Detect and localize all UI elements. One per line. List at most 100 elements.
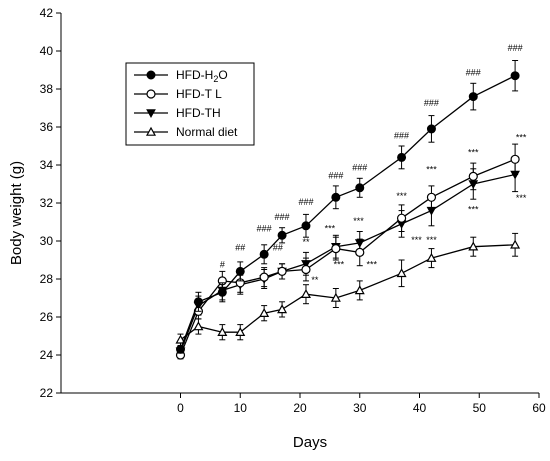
x-axis-title: Days <box>293 434 327 451</box>
data-point <box>426 124 436 134</box>
data-point <box>175 334 186 344</box>
data-point <box>510 154 520 164</box>
significance-annotations: ################################********… <box>220 43 527 285</box>
y-axis-ticks: 22 24 26 28 30 32 34 36 38 40 42 <box>40 6 61 400</box>
data-point <box>468 92 478 102</box>
data-point <box>259 249 269 259</box>
significance-marker: *** <box>396 191 407 201</box>
legend-marker <box>146 109 156 119</box>
y-tick-label: 36 <box>40 120 54 134</box>
x-tick-label: 50 <box>473 401 487 415</box>
significance-marker: *** <box>516 193 527 203</box>
significance-marker: ## <box>273 243 283 253</box>
legend-item: Normal diet <box>134 125 238 139</box>
data-point <box>396 213 407 223</box>
data-point <box>277 266 287 276</box>
data-point <box>277 230 287 240</box>
series-normal-diet <box>175 232 521 346</box>
significance-marker: *** <box>411 235 422 245</box>
y-axis-title: Body weight (g) <box>8 161 25 265</box>
data-point <box>354 285 365 295</box>
x-tick-label: 40 <box>413 401 427 415</box>
legend-label: HFD-T L <box>176 87 222 101</box>
data-point <box>235 266 245 276</box>
data-point <box>331 192 341 202</box>
significance-marker: *** <box>426 165 437 175</box>
significance-marker: *** <box>334 260 345 270</box>
data-point <box>277 304 288 314</box>
legend-label-main: HFD-T L <box>176 87 222 101</box>
significance-marker: *** <box>468 148 479 158</box>
data-point <box>259 272 269 282</box>
significance-marker: *** <box>325 224 336 234</box>
data-point <box>176 344 185 354</box>
significance-marker: ### <box>508 43 523 53</box>
series-line <box>179 173 516 352</box>
significance-marker: *** <box>353 216 364 226</box>
x-tick-label: 60 <box>532 401 546 415</box>
x-tick-label: 30 <box>353 401 367 415</box>
significance-marker: ### <box>352 163 367 173</box>
y-tick-label: 26 <box>40 310 54 324</box>
x-tick-label: 0 <box>177 401 184 415</box>
legend-label-subscript: 2 <box>213 74 218 84</box>
y-tick-label: 42 <box>40 6 54 20</box>
legend-marker <box>146 89 156 99</box>
data-point <box>217 326 228 336</box>
x-tick-label: 20 <box>293 401 307 415</box>
data-point <box>235 326 246 336</box>
significance-marker: *** <box>516 132 527 142</box>
significance-marker: # <box>220 260 225 270</box>
legend-label: HFD-TH <box>176 106 221 120</box>
legend-marker <box>146 70 156 80</box>
data-point <box>259 307 270 317</box>
legend-label-main: HFD-H <box>176 68 213 82</box>
series-hfd-t-l <box>175 143 520 360</box>
significance-marker: ## <box>235 243 245 253</box>
legend-label-main: HFD-TH <box>176 106 221 120</box>
x-tick-label: 10 <box>234 401 248 415</box>
data-point <box>330 292 341 302</box>
significance-marker: ### <box>424 98 439 108</box>
legend-label: HFD-H2O <box>176 68 228 84</box>
significance-marker: ** <box>302 237 310 247</box>
significance-marker: ** <box>311 275 319 285</box>
data-point <box>193 321 204 331</box>
legend-label-end: O <box>218 68 227 82</box>
data-point <box>355 183 365 193</box>
data-point <box>217 287 227 297</box>
y-tick-label: 22 <box>40 386 54 400</box>
y-tick-label: 24 <box>40 348 54 362</box>
series-hfd-th <box>175 156 520 357</box>
data-point <box>301 264 311 275</box>
data-point <box>301 221 311 231</box>
significance-marker: ### <box>394 130 409 140</box>
data-point <box>300 288 311 298</box>
significance-marker: ### <box>466 68 481 78</box>
significance-marker: ### <box>298 197 313 207</box>
legend-item: HFD-TH <box>134 106 221 120</box>
data-point <box>396 268 407 278</box>
data-point <box>397 152 407 162</box>
y-tick-label: 40 <box>40 44 54 58</box>
axes: 0 10 20 30 40 50 60 22 24 26 28 30 32 34 36 38 40 42 <box>40 6 546 415</box>
legend: HFD-H2O HFD-T L HFD-TH Normal diet <box>125 62 255 146</box>
legend-item: HFD-T L <box>134 87 222 101</box>
series-hfd-h2o <box>176 60 520 354</box>
y-tick-label: 38 <box>40 82 54 96</box>
significance-marker: ### <box>257 224 272 234</box>
data-point <box>355 247 365 257</box>
data-point <box>510 239 521 249</box>
data-point <box>331 244 341 254</box>
significance-marker: *** <box>468 205 479 215</box>
y-tick-label: 28 <box>40 272 54 286</box>
legend-label-main: Normal diet <box>176 125 238 139</box>
series-line <box>180 244 516 341</box>
data-point <box>426 252 437 262</box>
significance-marker: ### <box>328 170 343 180</box>
significance-marker: *** <box>366 260 377 270</box>
x-axis-ticks: 0 10 20 30 40 50 60 <box>177 393 546 415</box>
data-point <box>193 297 203 307</box>
legend-label: Normal diet <box>176 125 238 139</box>
